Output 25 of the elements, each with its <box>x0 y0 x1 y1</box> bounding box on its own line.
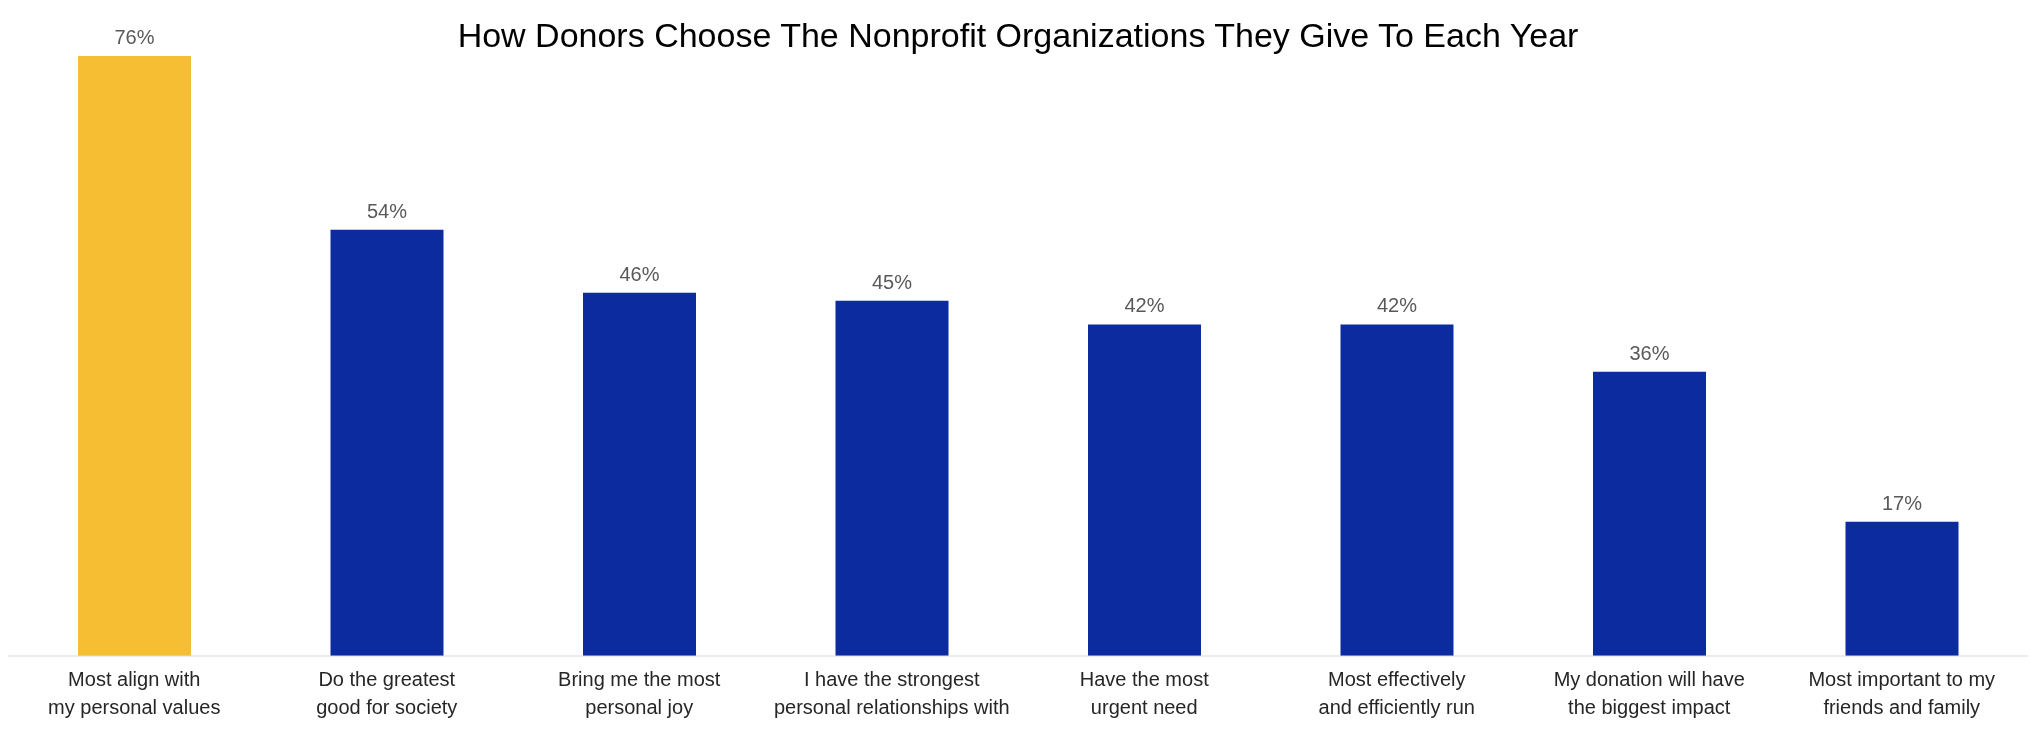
x-tick-label: Most important to my friends and family <box>1808 668 1996 718</box>
bar <box>835 300 949 656</box>
bar <box>1088 324 1201 656</box>
bar <box>1340 324 1454 656</box>
data-label: 36% <box>1629 341 1670 364</box>
data-label: 42% <box>1376 294 1418 317</box>
bar <box>1593 371 1706 656</box>
x-tick-label: I have the strongest personal relationships with <box>773 668 1010 718</box>
data-label: 46% <box>619 262 660 285</box>
x-tick-label: Bring me the most personal joy <box>558 668 721 718</box>
data-label: 17% <box>1881 491 1923 514</box>
x-tick-label: Most align with my personal values <box>48 668 221 718</box>
data-label: 54% <box>366 199 408 222</box>
bar <box>1845 521 1959 656</box>
x-tick-label: My donation will have the biggest impact <box>1553 668 1745 718</box>
chart-title: How Donors Choose The Nonprofit Organizations They Give To Each Year <box>457 16 1579 54</box>
x-tick-label: Have the most urgent need <box>1079 668 1210 718</box>
data-label: 42% <box>1124 294 1165 317</box>
data-label: 45% <box>871 270 913 293</box>
x-tick-label: Do the greatest good for society <box>316 668 458 718</box>
bar <box>78 56 191 656</box>
x-tick-label: Most effectively and efficiently run <box>1318 668 1475 718</box>
bar <box>583 292 696 656</box>
bar <box>330 229 444 656</box>
data-label: 76% <box>114 26 155 48</box>
